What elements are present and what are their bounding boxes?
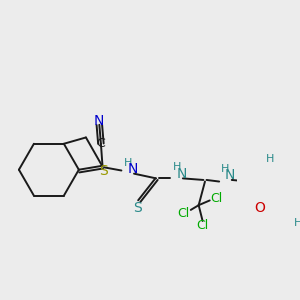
Text: Cl: Cl [210, 192, 222, 206]
Text: Cl: Cl [196, 219, 209, 232]
Text: S: S [99, 164, 108, 178]
Text: S: S [133, 201, 142, 215]
Text: H: H [266, 154, 274, 164]
Text: O: O [255, 201, 266, 215]
Text: Cl: Cl [177, 207, 189, 220]
Text: N: N [176, 167, 187, 181]
Text: N: N [225, 168, 236, 182]
Text: H: H [124, 158, 132, 168]
Text: H: H [294, 218, 300, 227]
Text: H: H [172, 162, 181, 172]
Text: N: N [93, 114, 104, 128]
Text: C: C [97, 137, 105, 150]
Text: H: H [221, 164, 230, 174]
Text: N: N [127, 162, 138, 176]
